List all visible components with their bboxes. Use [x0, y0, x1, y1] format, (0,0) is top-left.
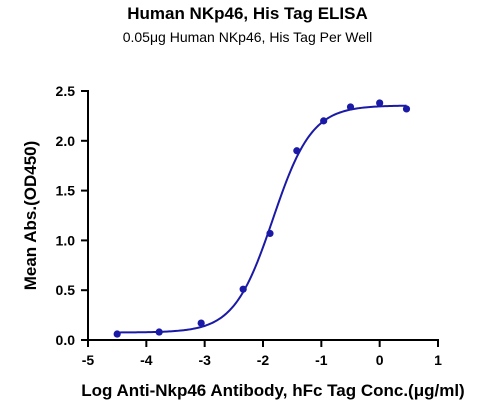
x-axis-label: Log Anti-Nkp46 Antibody, hFc Tag Conc.(μ… [81, 381, 464, 400]
data-point [346, 103, 355, 111]
chart-subtitle: 0.05μg Human NKp46, His Tag Per Well [122, 29, 373, 45]
data-point [293, 147, 301, 155]
x-tick-label: -1 [315, 352, 328, 368]
data-point [197, 319, 205, 327]
x-tick-label: -2 [257, 352, 270, 368]
fit-curve [117, 104, 407, 334]
data-point [266, 229, 274, 238]
x-tick-label: -4 [140, 352, 153, 368]
y-tick-label: 2.0 [56, 133, 76, 149]
y-tick-label: 0.5 [56, 282, 76, 298]
y-tick-label: 2.5 [56, 83, 76, 99]
data-point [320, 117, 328, 125]
x-tick-label: 1 [434, 352, 442, 368]
data-point [113, 330, 121, 338]
chart-title: Human NKp46, His Tag ELISA [127, 4, 368, 23]
x-tick-label: -3 [198, 352, 211, 368]
x-tick-label: 0 [376, 352, 384, 368]
data-point [402, 105, 411, 113]
data-point [376, 99, 384, 107]
y-axis-label: Mean Abs.(OD450) [21, 141, 40, 291]
y-tick-label: 0.0 [56, 332, 76, 348]
y-tick-label: 1.5 [56, 183, 76, 199]
x-tick-label: -5 [82, 352, 95, 368]
data-point [239, 285, 247, 293]
y-tick-label: 1.0 [56, 232, 76, 248]
data-point [155, 328, 163, 336]
